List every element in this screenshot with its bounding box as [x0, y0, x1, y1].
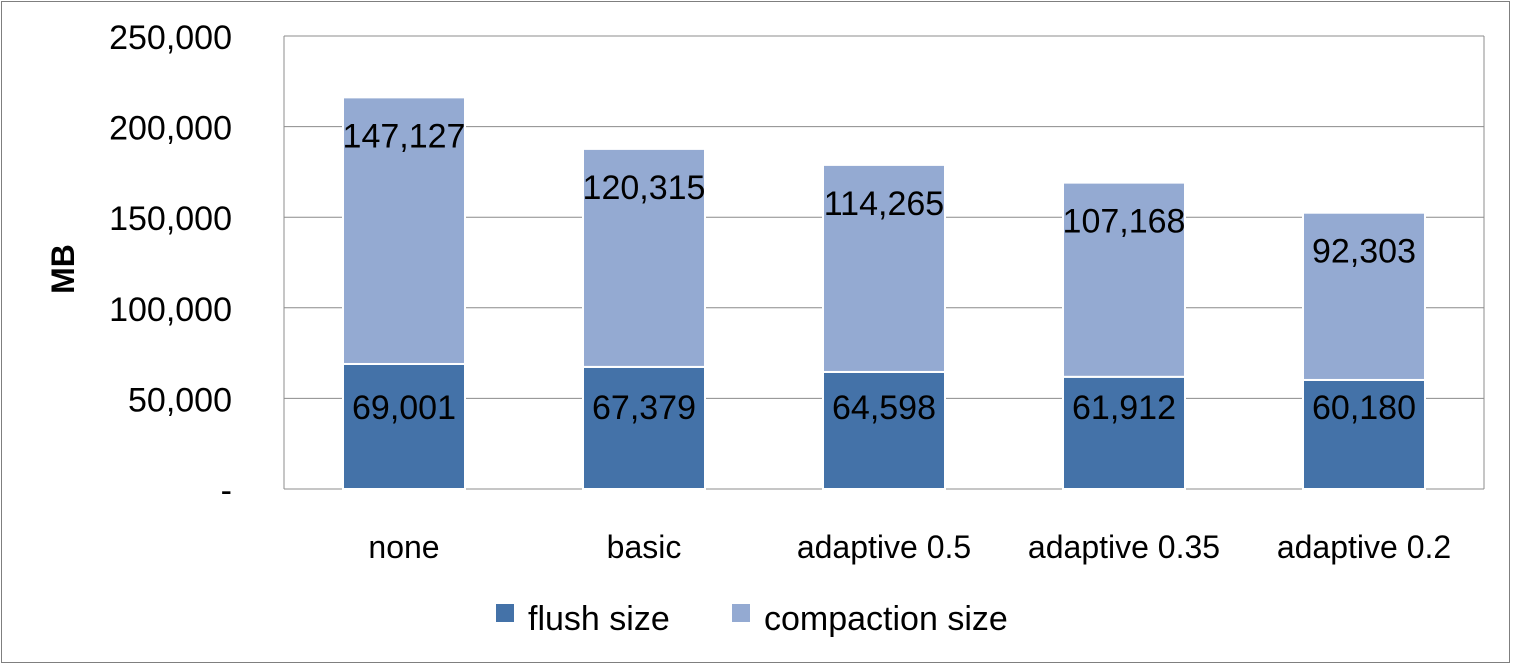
legend-label: flush size [528, 600, 670, 638]
legend-label: compaction size [764, 600, 1008, 638]
data-label: 114,265 [824, 185, 944, 223]
bar-compaction [342, 96, 466, 365]
x-tick-label: none [368, 529, 439, 565]
bar-compaction [1062, 181, 1186, 378]
bar-flush [822, 370, 946, 490]
x-tick-label: adaptive 0.5 [797, 529, 971, 565]
data-label: 69,001 [352, 389, 456, 427]
legend-swatch [496, 604, 514, 622]
bar-compaction [1302, 211, 1426, 381]
y-tick-label: 150,000 [109, 200, 232, 238]
x-tick-label: adaptive 0.35 [1028, 529, 1220, 565]
data-label: 92,303 [1312, 233, 1416, 271]
bar-compaction [582, 147, 706, 368]
data-label: 120,315 [583, 169, 706, 207]
y-tick-label: - [221, 472, 232, 510]
data-label: 60,180 [1312, 389, 1416, 427]
data-label: 67,379 [592, 389, 696, 427]
bar-flush [1302, 378, 1426, 490]
y-tick-label: 50,000 [128, 381, 232, 419]
y-tick-label: 100,000 [109, 291, 232, 329]
data-label: 147,127 [343, 117, 466, 155]
bar-compaction [822, 163, 946, 373]
bar-flush [582, 365, 706, 490]
x-tick-label: basic [607, 529, 682, 565]
data-label: 61,912 [1072, 389, 1176, 427]
data-label: 64,598 [832, 389, 936, 427]
y-tick-label: 250,000 [109, 19, 232, 57]
legend-swatch [732, 604, 750, 622]
y-axis-title: MB [45, 244, 81, 294]
bar-flush [1062, 375, 1186, 491]
x-tick-label: adaptive 0.2 [1277, 529, 1451, 565]
data-label: 107,168 [1063, 203, 1186, 241]
y-tick-label: 200,000 [109, 110, 232, 148]
